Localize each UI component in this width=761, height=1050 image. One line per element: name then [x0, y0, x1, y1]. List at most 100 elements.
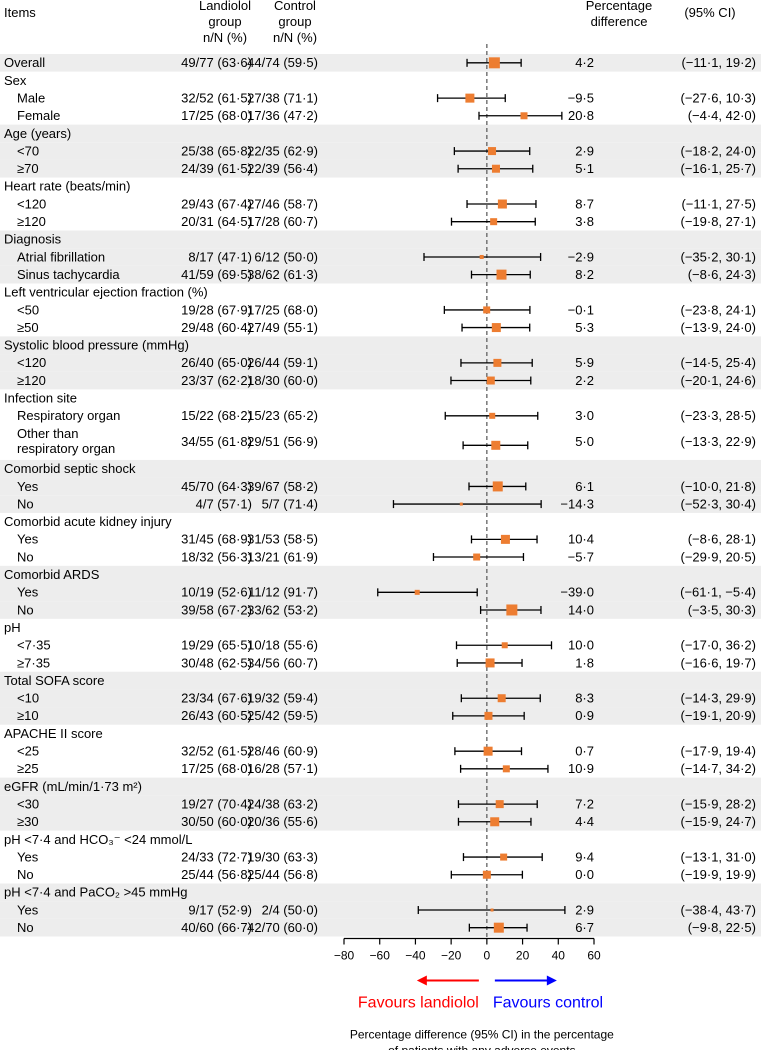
- landiolol-value: 18/32 (56·3): [181, 549, 252, 564]
- landiolol-value: 34/55 (61·8): [181, 434, 252, 449]
- group-label: pH: [4, 620, 21, 635]
- row-label: Female: [17, 108, 60, 123]
- control-value: 10/18 (55·6): [247, 638, 318, 653]
- group-label: Comorbid ARDS: [4, 567, 100, 582]
- row-label: <70: [17, 143, 39, 158]
- row-shading: [0, 495, 761, 513]
- landiolol-value: 23/37 (62·2): [181, 373, 252, 388]
- confidence-interval: (−13·9, 24·0): [680, 320, 756, 335]
- confidence-interval: (−8·6, 24·3): [688, 267, 756, 282]
- point-estimate: [488, 57, 500, 69]
- point-estimate: [490, 908, 494, 912]
- group-label: Sex: [4, 73, 27, 88]
- confidence-interval: (−17·0, 36·2): [680, 638, 756, 653]
- header-control: Control: [274, 0, 316, 13]
- control-value: 39/67 (58·2): [247, 479, 318, 494]
- confidence-interval: (−14·5, 25·4): [680, 355, 756, 370]
- x-axis-title: Percentage difference (95% CI) in the pe…: [350, 1028, 614, 1042]
- landiolol-value: 25/44 (56·8): [181, 867, 252, 882]
- percentage-difference: 8·7: [575, 196, 594, 211]
- percentage-difference: 4·4: [575, 814, 594, 829]
- landiolol-value: 29/43 (67·4): [181, 196, 252, 211]
- header-control: group: [278, 14, 311, 29]
- point-estimate: [486, 376, 495, 385]
- point-estimate: [506, 604, 518, 616]
- landiolol-value: 32/52 (61·5): [181, 90, 252, 105]
- percentage-difference: −0·1: [568, 302, 594, 317]
- landiolol-value: 26/43 (60·5): [181, 708, 252, 723]
- percentage-difference: 4·2: [575, 55, 594, 70]
- point-estimate: [414, 589, 420, 595]
- landiolol-value: 45/70 (64·3): [181, 479, 252, 494]
- header-percentage-difference: Percentage: [586, 0, 653, 13]
- group-label: Heart rate (beats/min): [4, 179, 130, 194]
- group-label: Comorbid septic shock: [4, 461, 136, 476]
- percentage-difference: 0·9: [575, 708, 594, 723]
- control-value: 5/7 (71·4): [262, 496, 318, 511]
- confidence-interval: (−8·6, 28·1): [688, 532, 756, 547]
- landiolol-value: 30/50 (60·0): [181, 814, 252, 829]
- control-value: 11/12 (91·7): [248, 585, 318, 600]
- landiolol-value: 8/17 (47·1): [188, 249, 252, 264]
- confidence-interval: (−23·3, 28·5): [680, 408, 756, 423]
- control-value: 24/38 (63·2): [247, 796, 318, 811]
- control-value: 19/30 (63·3): [247, 849, 318, 864]
- confidence-interval: (−38·4, 43·7): [680, 902, 756, 917]
- header-items: Items: [4, 5, 36, 20]
- landiolol-value: 19/28 (67·9): [181, 302, 252, 317]
- control-value: 42/70 (60·0): [247, 920, 318, 935]
- group-label: eGFR (mL/min/1·73 m²): [4, 779, 142, 794]
- confidence-interval: (−14·3, 29·9): [680, 691, 756, 706]
- row-shading: [0, 54, 761, 72]
- percentage-difference: 20·8: [568, 108, 594, 123]
- row-label: Male: [17, 90, 45, 105]
- point-estimate: [501, 642, 508, 649]
- group-label: pH <7·4 and PaCO₂ >45 mmHg: [4, 885, 188, 900]
- row-label: No: [17, 496, 34, 511]
- row-label: Respiratory organ: [17, 408, 120, 423]
- row-label: <120: [17, 196, 46, 211]
- point-estimate: [520, 112, 528, 120]
- x-tick-label: 20: [516, 949, 530, 963]
- control-value: 17/28 (60·7): [247, 214, 318, 229]
- landiolol-value: 29/48 (60·4): [181, 320, 252, 335]
- row-shading: [0, 601, 761, 619]
- point-estimate: [491, 164, 500, 173]
- confidence-interval: (−16·6, 19·7): [680, 655, 756, 670]
- row-label: ≥50: [17, 320, 39, 335]
- percentage-difference: 5·1: [575, 161, 594, 176]
- control-value: 31/53 (58·5): [247, 532, 318, 547]
- row-shading: [0, 354, 761, 372]
- landiolol-value: 49/77 (63·6): [181, 55, 252, 70]
- control-value: 18/30 (60·0): [247, 373, 318, 388]
- header-control: n/N (%): [273, 30, 317, 45]
- landiolol-value: 26/40 (65·0): [181, 355, 252, 370]
- control-value: 25/42 (59·5): [247, 708, 318, 723]
- landiolol-value: 31/45 (68·9): [181, 532, 252, 547]
- point-estimate: [473, 553, 481, 561]
- confidence-interval: (−9·8, 22·5): [688, 920, 756, 935]
- row-shading: [0, 565, 761, 584]
- row-label: No: [17, 602, 34, 617]
- landiolol-value: 9/17 (52·9): [188, 902, 252, 917]
- landiolol-value: 15/22 (68·2): [181, 408, 252, 423]
- row-shading: [0, 336, 761, 355]
- row-shading: [0, 707, 761, 725]
- row-label: Yes: [17, 585, 39, 600]
- header-ci: (95% CI): [684, 5, 735, 20]
- point-estimate: [502, 765, 510, 773]
- percentage-difference: 7·2: [575, 796, 594, 811]
- row-shading: [0, 142, 761, 160]
- point-estimate: [492, 481, 503, 492]
- row-label: ≥25: [17, 761, 39, 776]
- percentage-difference: −5·7: [568, 549, 594, 564]
- percentage-difference: 6·1: [575, 479, 594, 494]
- favours-left-arrowhead: [416, 975, 427, 986]
- row-label: ≥7·35: [17, 655, 50, 670]
- row-label: ≥10: [17, 708, 39, 723]
- percentage-difference: −2·9: [568, 249, 594, 264]
- group-label: Age (years): [4, 126, 71, 141]
- confidence-interval: (−3·5, 30·3): [688, 602, 756, 617]
- group-label: Diagnosis: [4, 232, 62, 247]
- control-value: 33/62 (53·2): [247, 602, 318, 617]
